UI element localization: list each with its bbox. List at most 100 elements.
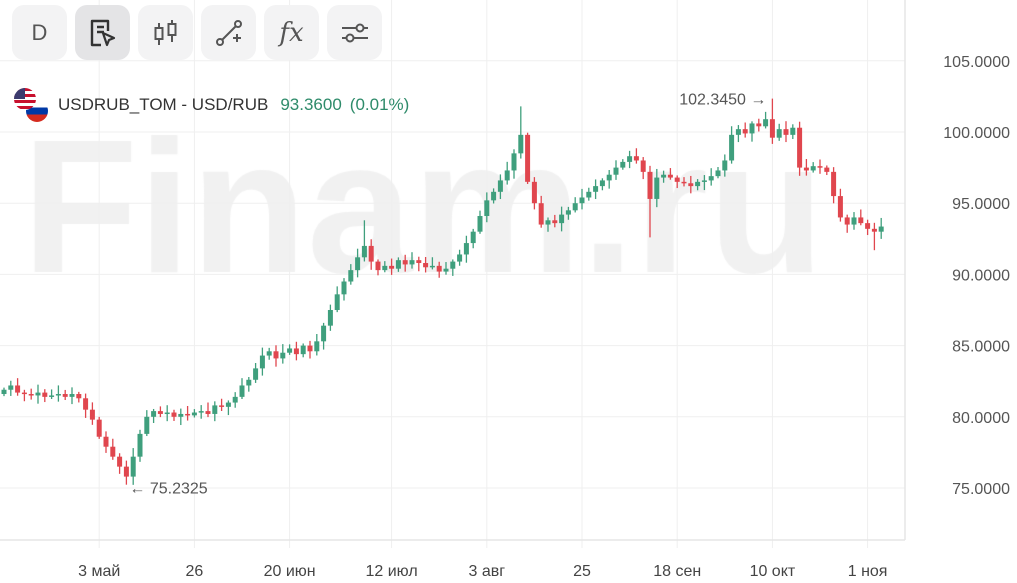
candle-body [355, 257, 361, 271]
candle [450, 259, 456, 276]
candle [103, 431, 109, 453]
candle [137, 429, 143, 462]
candle-body [103, 436, 109, 447]
x-tick-label: 3 авг [469, 563, 506, 580]
candle [763, 111, 769, 129]
candle-body [504, 170, 510, 181]
candle-body [76, 394, 82, 399]
y-tick-label: 105.0000 [943, 54, 1010, 71]
chart-legend: USDRUB_TOM - USD/RUB 93.3600 (0.01%) [14, 88, 409, 122]
candle [259, 347, 265, 376]
settings-button[interactable] [327, 5, 382, 60]
candle [273, 345, 279, 367]
candle-body [191, 412, 197, 416]
candle-body [593, 186, 599, 192]
candle [620, 159, 626, 170]
candle-body [783, 129, 789, 135]
candle [232, 392, 238, 408]
candle [144, 410, 150, 437]
candle-body [654, 177, 660, 199]
candle-body [89, 409, 95, 420]
candle [395, 257, 401, 272]
candle [300, 343, 306, 358]
indicators-icon: fx [279, 17, 304, 48]
candle [171, 409, 177, 421]
x-tick-label: 25 [573, 563, 591, 580]
candle [756, 118, 762, 132]
candle-body [42, 392, 48, 397]
candle [436, 261, 442, 278]
candle [667, 168, 673, 180]
candle [729, 126, 735, 164]
candle-body [110, 446, 116, 457]
candle-body [69, 394, 75, 397]
candle-body [239, 385, 245, 397]
settings-sliders-icon [341, 23, 368, 42]
candle-body [266, 351, 272, 356]
candle [606, 169, 612, 189]
candle-body [314, 341, 320, 352]
candle-body [49, 395, 55, 397]
y-tick-label: 75.0000 [952, 481, 1010, 498]
draw-tool-button[interactable] [201, 5, 256, 60]
candle [151, 408, 157, 424]
candle [443, 262, 449, 275]
period-button[interactable]: D [12, 5, 67, 60]
select-tool-icon [90, 19, 115, 46]
candle [865, 219, 871, 236]
candle [545, 217, 551, 232]
candle-body [640, 160, 646, 172]
candle [28, 388, 34, 400]
candle-body [1, 389, 7, 395]
select-tool-button[interactable] [75, 5, 130, 60]
candle [681, 177, 687, 187]
candle [457, 249, 463, 266]
candle-body [253, 368, 259, 380]
candle [293, 341, 299, 361]
candle [627, 150, 633, 169]
candle [708, 168, 714, 186]
candle-body [348, 270, 354, 282]
candle-body [511, 153, 517, 171]
candle [382, 261, 388, 273]
candle [633, 148, 639, 164]
candle [463, 235, 469, 263]
candle [871, 222, 877, 251]
candle-body [205, 411, 211, 414]
candle-body [246, 379, 252, 386]
candle [123, 460, 129, 485]
chart-type-button[interactable] [138, 5, 193, 60]
candle [640, 157, 646, 180]
candle-body [579, 197, 585, 204]
candle-body [851, 217, 857, 225]
candle-body [416, 260, 422, 264]
candle [191, 409, 197, 418]
candle [246, 376, 252, 392]
candle-body [661, 174, 667, 178]
candle [497, 174, 503, 200]
candle [280, 344, 286, 364]
candle-body [307, 345, 313, 352]
candle-body [491, 191, 497, 201]
candle-body [280, 352, 286, 359]
candle [409, 252, 415, 269]
candle-body [327, 310, 333, 326]
candle [355, 248, 361, 278]
candle [783, 121, 789, 143]
candle-body [803, 167, 809, 171]
indicators-button[interactable]: fx [264, 5, 319, 60]
candle-body [756, 123, 762, 127]
candle-body [824, 167, 830, 172]
candle-body [525, 134, 531, 182]
candle-body [865, 223, 871, 229]
candle [239, 378, 245, 399]
candle [117, 453, 123, 474]
candle [348, 264, 354, 285]
candle-body [436, 265, 442, 272]
candle-body [130, 456, 136, 477]
candle [185, 405, 191, 421]
candle-body [35, 392, 41, 396]
x-tick-label: 3 май [78, 563, 120, 580]
candle [701, 175, 707, 191]
